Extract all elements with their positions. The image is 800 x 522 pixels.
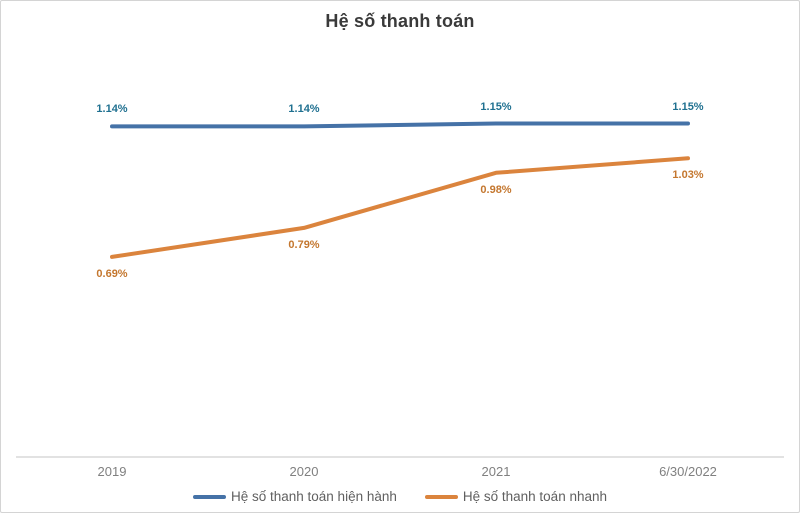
legend-line-marker-icon xyxy=(424,494,458,499)
legend-label: Hệ số thanh toán nhanh xyxy=(462,489,607,504)
plot-area xyxy=(16,121,784,458)
legend-item-0[interactable]: Hệ số thanh toán hiện hành xyxy=(192,489,397,504)
legend-line-marker-icon xyxy=(192,494,226,499)
legend-item-1[interactable]: Hệ số thanh toán nhanh xyxy=(424,489,607,504)
legend: Hệ số thanh toán hiện hành Hệ số thanh to… xyxy=(1,489,799,504)
legend-label: Hệ số thanh toán hiện hành xyxy=(230,489,397,504)
series-line-1[interactable] xyxy=(110,156,690,259)
series-line-0[interactable] xyxy=(110,121,690,129)
chart-title: Hệ số thanh toán xyxy=(325,11,475,31)
